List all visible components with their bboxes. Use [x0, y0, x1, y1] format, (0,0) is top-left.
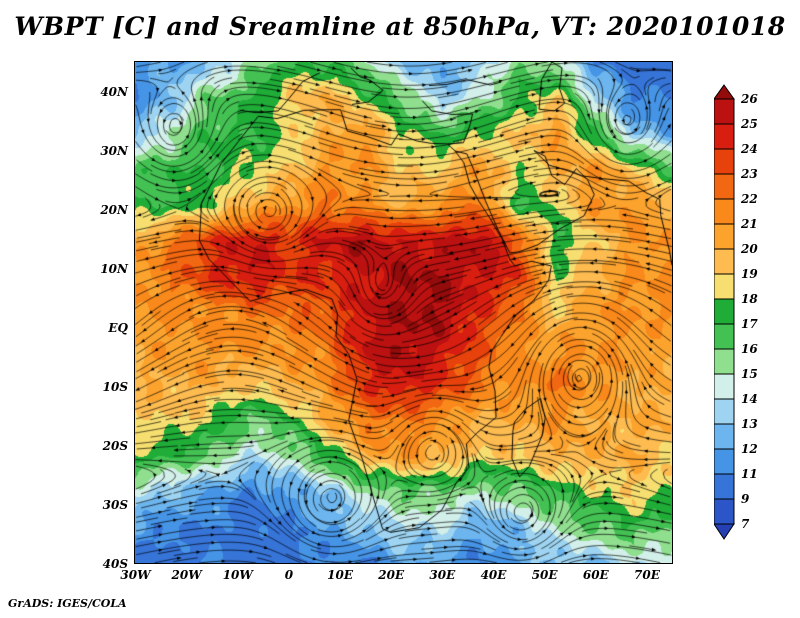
colorbar-cell: [714, 198, 735, 225]
colorbar: 26 25 24 23 22 21 20 19 18 17 16 15 14 13 12 11 9 7: [714, 84, 758, 540]
colorbar-label: 15: [741, 367, 758, 381]
lat-tick-label: 10S: [102, 379, 128, 394]
colorbar-label: 20: [740, 242, 758, 256]
colorbar-cell: [714, 273, 735, 300]
lon-tick-label: 70E: [633, 568, 660, 582]
lon-tick-label: 0: [284, 568, 294, 582]
colorbar-cell: [714, 373, 735, 400]
colorbar-label: 24: [740, 142, 758, 156]
colorbar-cell: [714, 398, 735, 425]
colorbar-label: 9: [741, 492, 750, 506]
colorbar-cell: [714, 473, 735, 500]
colorbar-cell: [714, 423, 735, 450]
plot-title: WBPT [C] and Sreamline at 850hPa, VT: 20…: [14, 12, 786, 41]
colorbar-cell: [714, 348, 735, 375]
lon-tick-label: 10W: [222, 568, 253, 582]
lat-tick-label: 40S: [102, 556, 128, 571]
colorbar-cell: [714, 498, 735, 525]
colorbar-label: 14: [741, 392, 758, 406]
lat-tick-label: EQ: [108, 320, 128, 335]
lon-tick-label: 60E: [582, 568, 609, 582]
lat-tick-label: 40N: [100, 84, 128, 99]
colorbar-label: 11: [741, 467, 758, 481]
colorbar-cell: [714, 123, 735, 150]
colorbar-cell: [714, 148, 735, 175]
colorbar-cell: [714, 223, 735, 250]
lat-tick-label: 30S: [102, 497, 128, 512]
lon-tick-label: 50E: [531, 568, 558, 582]
colorbar-label: 26: [740, 92, 758, 106]
lon-tick-label: 30E: [429, 568, 456, 582]
colorbar-cell: [714, 248, 735, 275]
lon-tick-label: 20E: [378, 568, 405, 582]
colorbar-label: 17: [741, 317, 758, 331]
colorbar-cell: [714, 323, 735, 350]
colorbar-label: 16: [741, 342, 758, 356]
colorbar-label: 7: [741, 517, 750, 531]
credit-text: GrADS: IGES/COLA: [8, 597, 127, 610]
lon-tick-label: 10E: [327, 568, 353, 582]
colorbar-cell: [714, 448, 735, 475]
lat-tick-label: 20N: [100, 202, 128, 217]
colorbar-arrow-top: [714, 84, 735, 100]
lat-tick-label: 30N: [100, 143, 128, 158]
colorbar-cell: [714, 98, 735, 125]
colorbar-label: 25: [740, 117, 758, 131]
colorbar-label: 23: [740, 167, 758, 181]
colorbar-label: 19: [741, 267, 758, 281]
lon-tick-label: 30W: [120, 568, 151, 582]
lat-tick-label: 10N: [100, 261, 128, 276]
colorbar-cell: [714, 173, 735, 200]
lon-tick-label: 40E: [480, 568, 507, 582]
colorbar-label: 22: [740, 192, 758, 206]
colorbar-label: 13: [741, 417, 758, 431]
colorbar-label: 18: [741, 292, 758, 306]
colorbar-label: 21: [740, 217, 758, 231]
colorbar-label: 12: [741, 442, 758, 456]
lon-tick-label: 20W: [171, 568, 202, 582]
colorbar-cell: [714, 298, 735, 325]
map-canvas: [134, 61, 673, 564]
lat-tick-label: 20S: [102, 438, 128, 453]
colorbar-arrow-bottom: [714, 523, 735, 540]
